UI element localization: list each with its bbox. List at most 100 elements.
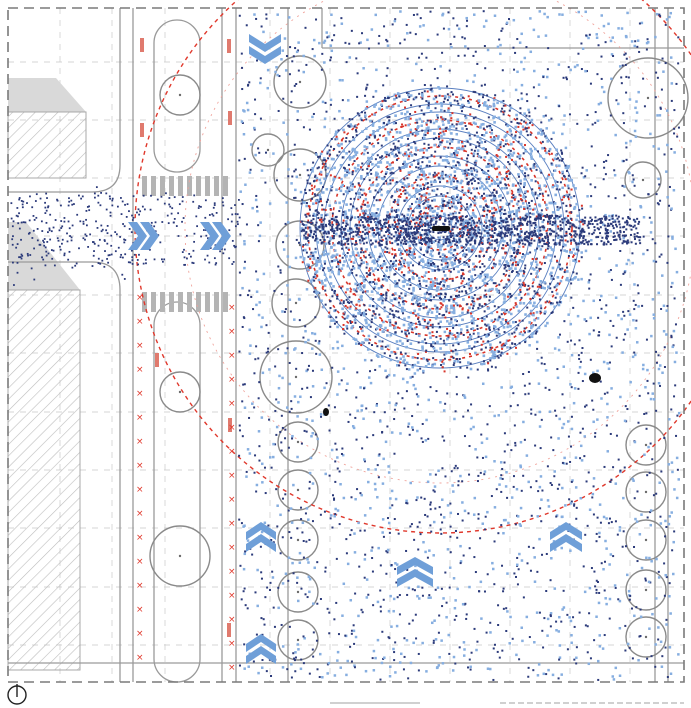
person-dot: [260, 571, 263, 574]
person-dot: [388, 319, 391, 322]
person-dot: [443, 439, 446, 442]
person-dot: [626, 11, 629, 15]
person-dot: [338, 227, 341, 230]
person-dot: [381, 330, 385, 333]
person-dot: [589, 205, 593, 208]
person-dot: [500, 100, 503, 104]
person-dot: [475, 286, 478, 289]
person-dot: [503, 311, 506, 314]
person-dot: [341, 247, 344, 250]
person-dot: [489, 210, 492, 213]
person-dot: [457, 480, 460, 483]
person-dot: [649, 581, 652, 584]
person-dot: [310, 231, 313, 234]
person-dot: [493, 643, 496, 646]
person-dot: [645, 556, 648, 560]
person-dot: [388, 531, 391, 534]
person-dot: [649, 442, 652, 445]
person-dot: [335, 265, 338, 268]
person-dot: [553, 169, 557, 172]
person-dot: [451, 355, 454, 358]
person-dot: [408, 96, 411, 99]
person-dot: [380, 188, 383, 191]
person-dot: [501, 477, 504, 480]
person-dot: [381, 204, 385, 208]
person-dot: [239, 233, 242, 236]
person-dot: [466, 224, 470, 227]
person-dot: [560, 620, 563, 623]
person-dot: [621, 64, 624, 67]
person-dot: [405, 185, 409, 188]
person-dot: [501, 196, 504, 199]
person-dot: [387, 373, 391, 377]
person-dot: [303, 248, 307, 252]
person-dot: [453, 153, 456, 156]
person-dot: [301, 531, 304, 534]
person-dot: [507, 154, 510, 157]
person-dot: [631, 261, 634, 265]
person-dot: [326, 152, 329, 155]
person-dot: [292, 572, 295, 575]
person-dot: [528, 115, 531, 118]
person-dot: [307, 338, 310, 342]
person-dot: [587, 471, 590, 474]
person-dot: [569, 460, 572, 463]
person-dot: [285, 55, 288, 58]
person-dot: [580, 172, 583, 175]
person-dot: [563, 456, 566, 460]
person-dot: [467, 191, 470, 194]
person-dot: [609, 480, 612, 483]
person-dot: [429, 283, 433, 287]
person-dot: [513, 572, 516, 575]
person-dot: [671, 470, 674, 474]
person-dot: [648, 627, 651, 630]
person-dot: [428, 238, 432, 242]
person-dot: [341, 147, 344, 150]
person-dot: [538, 10, 542, 13]
person-dot: [460, 179, 464, 183]
person-dot: [416, 121, 419, 124]
person-dot: [399, 180, 403, 184]
person-dot: [363, 460, 366, 463]
person-dot: [332, 217, 336, 221]
person-dot: [426, 556, 429, 559]
person-dot: [417, 276, 421, 280]
person-dot: [380, 294, 383, 297]
person-dot: [418, 255, 422, 259]
person-dot: [253, 372, 256, 375]
person-dot: [423, 296, 427, 300]
person-dot: [456, 193, 459, 197]
person-dot: [430, 242, 433, 245]
person-dot: [266, 86, 269, 90]
person-dot: [437, 241, 441, 245]
person-dot: [663, 594, 666, 597]
person-dot: [497, 328, 500, 331]
person-dot: [530, 149, 533, 153]
person-dot: [442, 100, 445, 103]
person-dot: [457, 27, 461, 31]
person-dot: [488, 184, 492, 188]
person-dot: [513, 248, 516, 251]
person-dot: [569, 278, 572, 281]
person-dot: [432, 174, 435, 177]
person-dot: [492, 325, 496, 328]
person-dot: [351, 271, 354, 274]
person-dot: [556, 276, 560, 279]
person-dot: [256, 205, 259, 208]
person-dot: [409, 376, 412, 379]
person-dot: [463, 509, 467, 513]
person-dot: [581, 380, 584, 383]
person-dot: [535, 310, 539, 314]
person-dot: [361, 341, 364, 344]
person-dot: [275, 398, 278, 401]
person-dot: [473, 202, 477, 205]
person-dot: [501, 177, 504, 180]
person-dot: [538, 188, 542, 192]
person-dot: [515, 653, 518, 657]
person-dot: [485, 315, 488, 318]
person-dot: [395, 211, 398, 214]
person-dot: [255, 483, 259, 487]
person-dot: [534, 234, 537, 237]
person-dot: [529, 50, 533, 54]
person-dot: [421, 229, 424, 232]
